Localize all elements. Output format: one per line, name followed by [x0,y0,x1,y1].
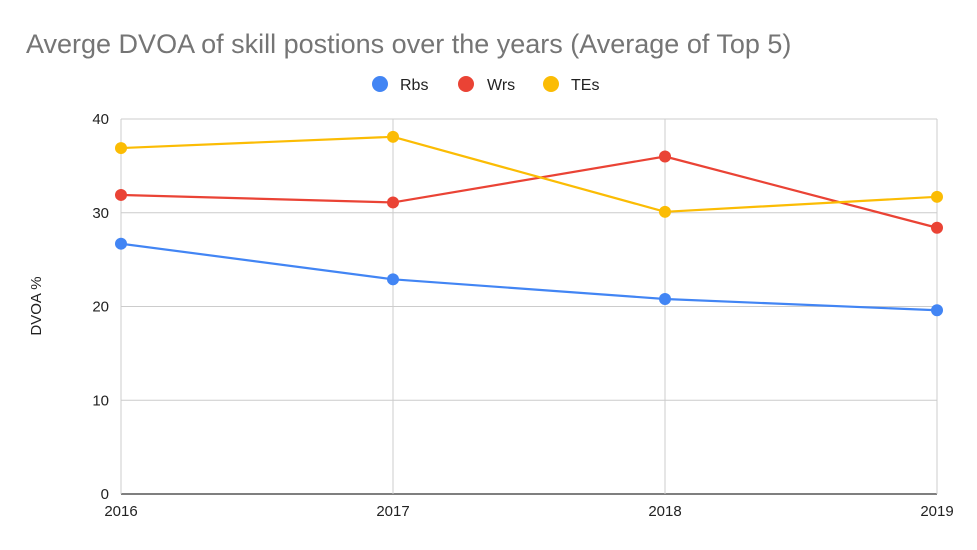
data-point-wrs [659,150,671,163]
legend-item-wrs: Wrs [458,76,515,94]
series-line-rbs [119,242,939,312]
series-lines [115,130,943,317]
legend-label-rbs: Rbs [400,77,428,94]
x-tick-label: 2017 [376,503,409,520]
x-tick-label: 2019 [920,503,953,520]
x-tick-label: 2018 [648,503,681,520]
gridlines [120,118,938,495]
y-tick-label: 10 [92,392,109,409]
legend-item-rbs: Rbs [372,76,428,94]
data-point-tes [115,142,127,155]
data-point-rbs [387,273,399,286]
series-line-tes [119,135,939,213]
data-point-tes [387,130,399,143]
data-point-wrs [387,196,399,209]
data-point-tes [659,205,671,218]
data-point-wrs [931,221,943,234]
legend-marker-rbs [372,76,388,92]
data-point-rbs [659,293,671,305]
data-point-wrs [115,188,127,201]
legend-label-tes: TEs [571,77,599,94]
y-axis-title: DVOA % [28,276,45,335]
y-tick-label: 40 [92,111,109,128]
y-axis-ticks: 0 10 20 30 40 [92,111,109,503]
data-point-tes [931,190,943,203]
x-tick-label: 2016 [104,503,137,520]
legend-item-tes: TEs [543,76,599,94]
legend-label-wrs: Wrs [487,77,515,94]
y-tick-label: 0 [101,486,109,503]
chart-title: Averge DVOA of skill postions over the y… [26,29,791,59]
y-tick-label: 30 [92,205,109,222]
legend-marker-wrs [458,76,474,92]
series-line-wrs [119,155,939,229]
data-point-rbs [115,237,127,250]
legend-marker-tes [543,76,559,92]
y-tick-label: 20 [92,299,109,316]
legend: Rbs Wrs TEs [372,76,599,94]
x-axis-ticks: 2016 2017 2018 2019 [104,503,953,520]
data-point-rbs [931,304,943,317]
